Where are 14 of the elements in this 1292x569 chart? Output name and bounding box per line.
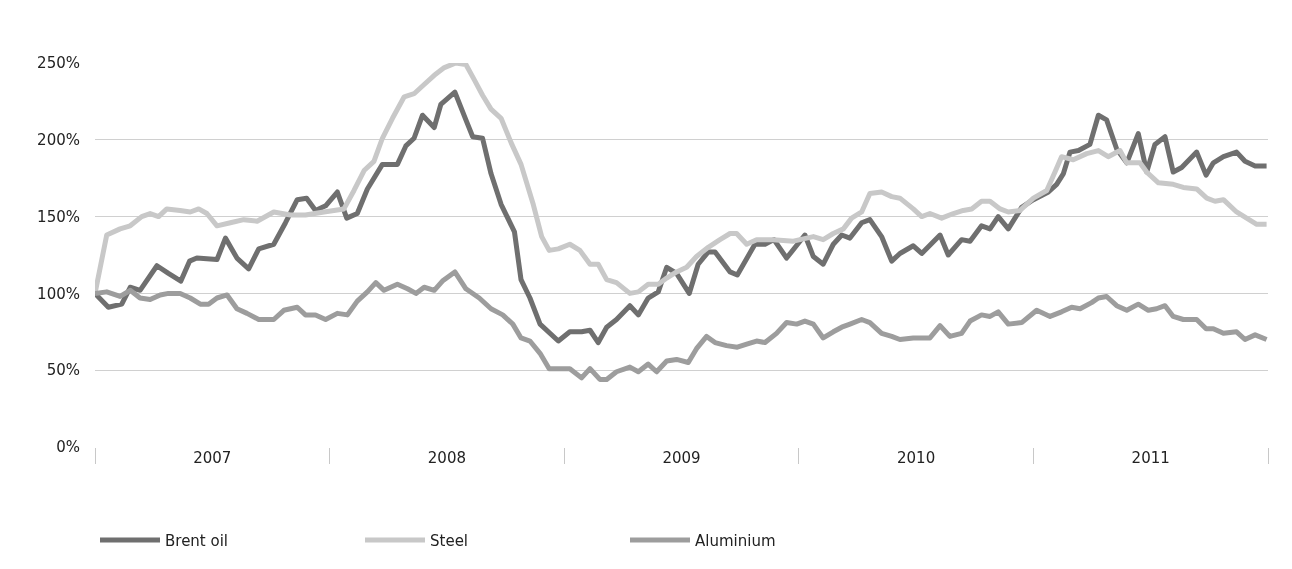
x-tick-label: 2007 bbox=[193, 449, 232, 467]
x-tick-label: 2009 bbox=[662, 449, 701, 467]
y-tick-label: 50% bbox=[46, 361, 80, 380]
y-tick-label: 100% bbox=[37, 284, 80, 303]
x-tick-label: 2010 bbox=[897, 449, 936, 467]
legend-label: Brent oil bbox=[165, 531, 229, 550]
y-tick-label: 200% bbox=[37, 131, 80, 150]
legend-label: Steel bbox=[430, 531, 469, 550]
y-tick-label: 150% bbox=[37, 207, 80, 226]
x-tick-label: 2008 bbox=[427, 449, 466, 467]
legend-label: Aluminium bbox=[695, 531, 776, 550]
y-tick-label: 250% bbox=[37, 54, 80, 73]
x-tick-label: 2011 bbox=[1131, 449, 1170, 467]
y-tick-label: 0% bbox=[56, 438, 80, 457]
